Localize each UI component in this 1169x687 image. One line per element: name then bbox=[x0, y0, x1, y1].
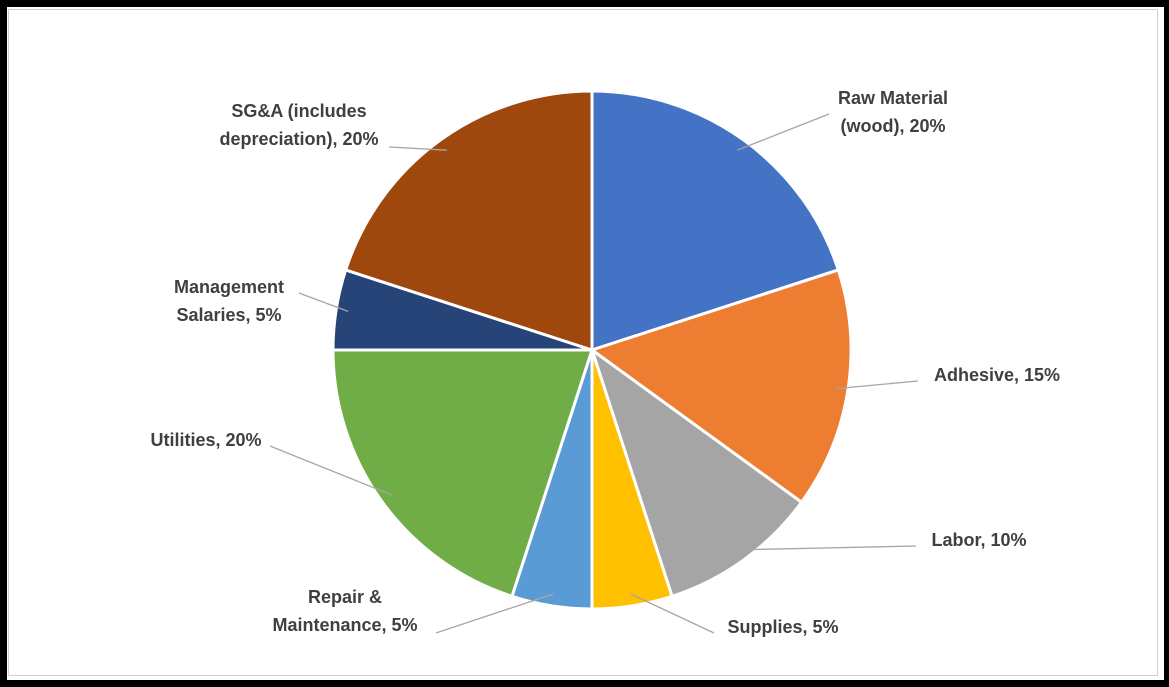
leader-line-labor bbox=[737, 545, 917, 551]
pie-slice-raw-material-wood bbox=[590, 89, 840, 352]
leader-line-sganda-includes-depreciation bbox=[388, 146, 447, 151]
leader-line-repair-and-maintenance bbox=[435, 593, 554, 634]
data-label-management-salaries: Management Salaries, 5% bbox=[174, 277, 284, 325]
leader-line-supplies bbox=[630, 593, 715, 634]
pie-slices bbox=[331, 89, 853, 611]
data-label-supplies: Supplies, 5% bbox=[727, 617, 838, 637]
data-label-sganda-includes-depreciation: SG&A (includes depreciation), 20% bbox=[219, 101, 378, 149]
data-label-raw-material-wood: Raw Material (wood), 20% bbox=[838, 88, 948, 136]
pie-slice-adhesive bbox=[590, 268, 853, 504]
leader-lines bbox=[269, 113, 919, 634]
data-labels: Raw Material (wood), 20% Adhesive, 15% Labo… bbox=[150, 88, 1060, 637]
pie-slice-labor bbox=[590, 348, 804, 598]
leader-line-management-salaries bbox=[298, 292, 349, 312]
leader-line-adhesive bbox=[835, 380, 919, 390]
data-label-utilities: Utilities, 20% bbox=[150, 430, 261, 450]
pie-slice-sganda-includes-depreciation bbox=[344, 89, 594, 352]
leader-line-raw-material-wood bbox=[736, 113, 830, 151]
data-label-labor: Labor, 10% bbox=[931, 530, 1026, 550]
leader-line-utilities bbox=[269, 445, 393, 496]
data-label-adhesive: Adhesive, 15% bbox=[934, 365, 1060, 385]
pie-slice-utilities bbox=[331, 348, 594, 598]
data-label-repair-and-maintenance: Repair & Maintenance, 5% bbox=[272, 587, 417, 635]
